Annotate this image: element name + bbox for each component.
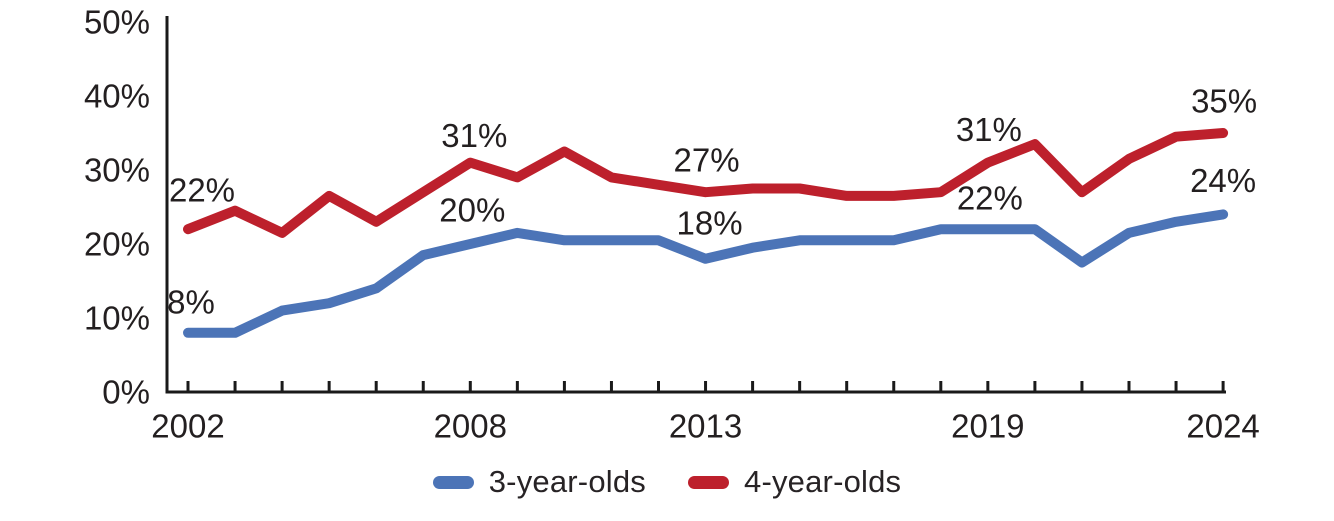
point-label-3-year-olds-2008: 20% xyxy=(439,192,505,229)
svg-text:20%: 20% xyxy=(84,226,150,263)
preschool-enrollment-line-chart: 0% 10% 20% 30% 40% 50% 2002 2008 2013 2019 2024 22%… xyxy=(84,4,1260,445)
axis-lines xyxy=(165,16,1226,394)
point-label-3-year-olds-2019: 22% xyxy=(957,180,1023,217)
legend-label-4-year-olds: 4-year-olds xyxy=(744,464,902,499)
series-line-4-year-olds xyxy=(183,128,1229,238)
legend-swatch-red-icon xyxy=(688,475,729,489)
series-line-3-year-olds xyxy=(183,209,1229,338)
chart-legend: 3-year-olds 4-year-olds xyxy=(0,464,1334,500)
svg-text:40%: 40% xyxy=(84,78,150,115)
point-label-3-year-olds-2024: 24% xyxy=(1190,162,1256,199)
legend-label-3-year-olds: 3-year-olds xyxy=(488,464,646,499)
svg-text:10%: 10% xyxy=(84,300,150,337)
svg-text:0%: 0% xyxy=(102,374,150,411)
point-label-3-year-olds-2002: 8% xyxy=(167,283,215,320)
point-label-4-year-olds-2024: 35% xyxy=(1191,83,1257,120)
svg-text:2008: 2008 xyxy=(434,408,507,445)
point-label-4-year-olds-2002: 22% xyxy=(169,172,235,209)
svg-text:2024: 2024 xyxy=(1186,408,1259,445)
svg-text:2019: 2019 xyxy=(951,408,1024,445)
point-labels: 22% 8% 31% 20% 27% 18% 31% 22% 35% 24% xyxy=(167,83,1257,321)
svg-text:50%: 50% xyxy=(84,4,150,41)
x-axis-labels: 2002 2008 2013 2019 2024 xyxy=(151,408,1260,445)
svg-text:2002: 2002 xyxy=(151,408,224,445)
legend-swatch-blue-icon xyxy=(432,475,474,489)
point-label-3-year-olds-2013: 18% xyxy=(677,204,743,241)
x-axis-ticks xyxy=(186,381,1225,392)
svg-text:2013: 2013 xyxy=(669,408,742,445)
legend-item-4-year-olds: 4-year-olds xyxy=(688,464,901,500)
point-label-4-year-olds-2013: 27% xyxy=(674,142,740,179)
svg-text:30%: 30% xyxy=(84,152,150,189)
y-axis-labels: 0% 10% 20% 30% 40% 50% xyxy=(84,4,150,411)
point-label-4-year-olds-2019: 31% xyxy=(956,111,1022,148)
legend-item-3-year-olds: 3-year-olds xyxy=(432,464,646,500)
point-label-4-year-olds-2008: 31% xyxy=(441,117,507,154)
